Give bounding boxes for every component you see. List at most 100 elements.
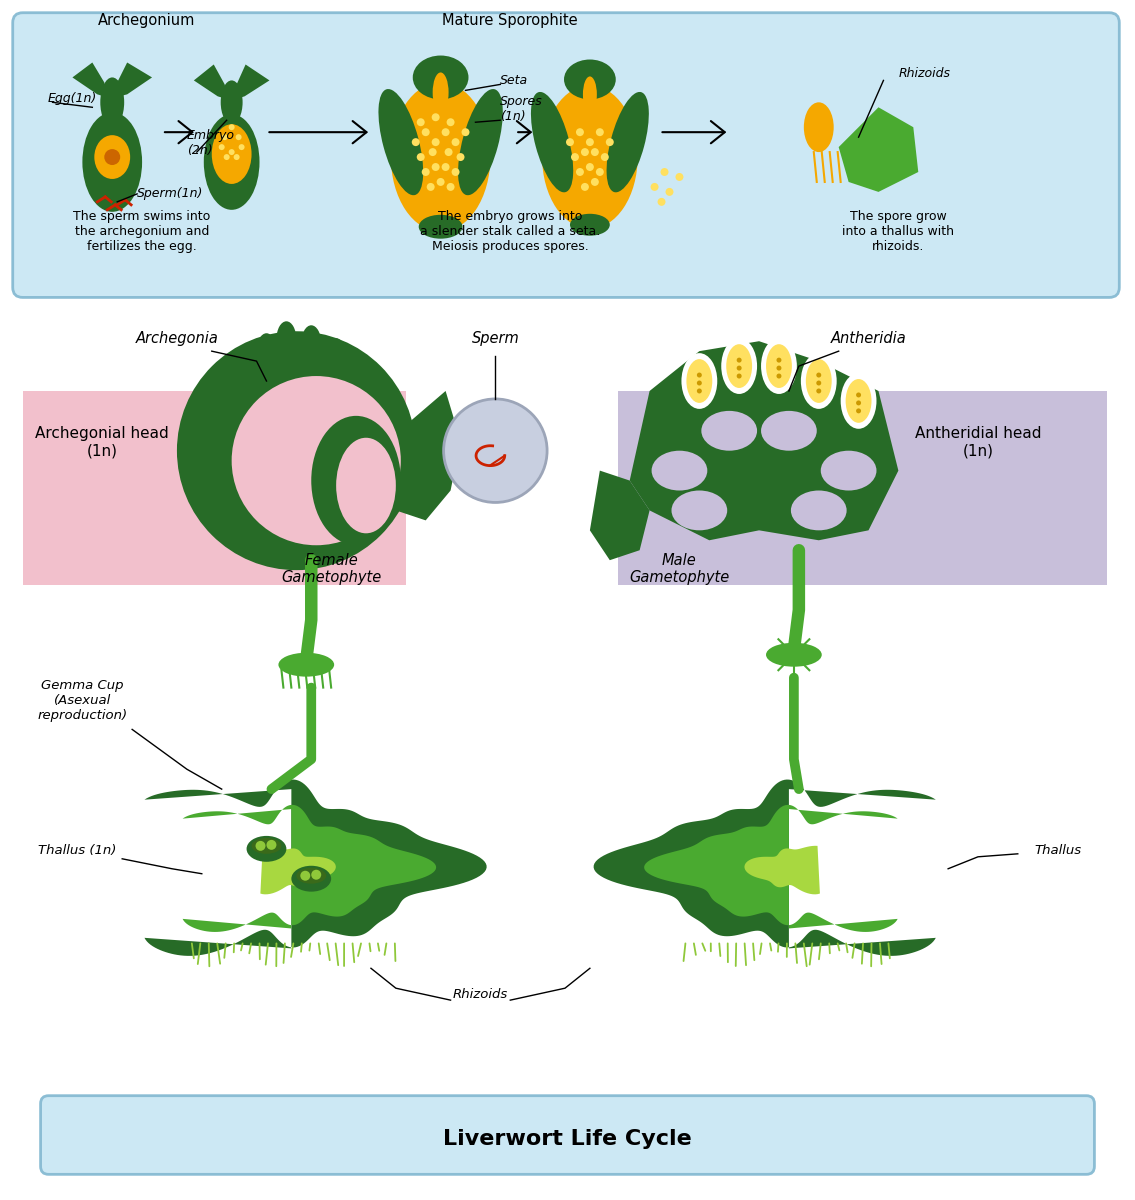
Ellipse shape — [212, 125, 252, 184]
Ellipse shape — [606, 92, 649, 192]
Ellipse shape — [564, 60, 616, 100]
Circle shape — [737, 358, 741, 362]
Text: Antheridia: Antheridia — [831, 331, 907, 346]
Circle shape — [600, 154, 608, 161]
Polygon shape — [839, 107, 918, 192]
Ellipse shape — [806, 359, 832, 403]
Ellipse shape — [841, 373, 876, 428]
Circle shape — [417, 154, 424, 161]
Circle shape — [575, 128, 583, 136]
Text: Antheridial head
(1n): Antheridial head (1n) — [915, 426, 1041, 458]
Circle shape — [776, 366, 782, 371]
Text: Rhizoids: Rhizoids — [453, 988, 508, 1001]
Text: Seta: Seta — [501, 74, 529, 88]
Text: Female
Gametophyte: Female Gametophyte — [281, 553, 381, 586]
Circle shape — [816, 372, 822, 378]
Ellipse shape — [459, 89, 503, 196]
Ellipse shape — [100, 78, 124, 127]
Circle shape — [221, 134, 228, 140]
Polygon shape — [260, 846, 336, 894]
Circle shape — [228, 125, 235, 130]
Circle shape — [234, 154, 239, 160]
Circle shape — [571, 154, 579, 161]
FancyBboxPatch shape — [12, 13, 1119, 298]
Polygon shape — [194, 65, 228, 100]
Circle shape — [586, 163, 594, 170]
Ellipse shape — [570, 214, 609, 235]
Ellipse shape — [296, 868, 326, 883]
Circle shape — [267, 840, 277, 850]
Circle shape — [422, 168, 430, 176]
Circle shape — [452, 168, 460, 176]
Text: Mature Sporophite: Mature Sporophite — [443, 13, 578, 28]
Circle shape — [566, 138, 574, 146]
Ellipse shape — [672, 491, 728, 530]
Polygon shape — [645, 805, 898, 932]
Circle shape — [236, 134, 242, 140]
Text: Gemma Cup
(Asexual
reproduction): Gemma Cup (Asexual reproduction) — [37, 679, 127, 722]
Circle shape — [445, 148, 453, 156]
Circle shape — [591, 148, 599, 156]
Circle shape — [301, 871, 310, 881]
Ellipse shape — [531, 92, 573, 192]
Circle shape — [452, 138, 460, 146]
Ellipse shape — [543, 85, 638, 229]
Polygon shape — [630, 341, 899, 540]
Ellipse shape — [413, 55, 469, 100]
Circle shape — [856, 401, 861, 406]
Ellipse shape — [378, 89, 423, 196]
Circle shape — [238, 144, 244, 150]
Text: Sperm(1n): Sperm(1n) — [137, 187, 203, 200]
Ellipse shape — [278, 653, 334, 677]
Circle shape — [776, 358, 782, 362]
Polygon shape — [594, 780, 935, 956]
Circle shape — [431, 163, 439, 170]
Polygon shape — [144, 780, 487, 956]
Ellipse shape — [804, 102, 834, 152]
Ellipse shape — [277, 322, 296, 358]
Text: Thallus (1n): Thallus (1n) — [39, 844, 117, 857]
Ellipse shape — [292, 865, 331, 892]
Circle shape — [311, 870, 321, 880]
Polygon shape — [235, 65, 269, 100]
Circle shape — [228, 149, 235, 155]
Text: Rhizoids: Rhizoids — [899, 67, 950, 80]
Circle shape — [581, 148, 589, 156]
Ellipse shape — [801, 353, 836, 409]
Text: Male
Gametophyte: Male Gametophyte — [629, 553, 730, 586]
Text: The spore grow
into a thallus with
rhizoids.: The spore grow into a thallus with rhizo… — [842, 210, 955, 253]
Circle shape — [431, 113, 439, 121]
Ellipse shape — [726, 344, 753, 388]
Polygon shape — [116, 62, 152, 97]
Ellipse shape — [701, 410, 757, 451]
Text: Archegonia: Archegonia — [135, 331, 218, 346]
Circle shape — [575, 168, 583, 176]
Circle shape — [657, 198, 665, 206]
Circle shape — [697, 389, 701, 394]
Circle shape — [591, 178, 599, 186]
Text: Thallus: Thallus — [1034, 844, 1082, 857]
Circle shape — [596, 128, 604, 136]
Polygon shape — [381, 391, 461, 521]
Ellipse shape — [220, 80, 243, 125]
Circle shape — [429, 148, 437, 156]
Ellipse shape — [766, 643, 822, 667]
Ellipse shape — [301, 325, 321, 361]
Circle shape — [437, 178, 445, 186]
Circle shape — [856, 392, 861, 397]
Circle shape — [665, 188, 673, 196]
Circle shape — [224, 154, 229, 160]
Circle shape — [776, 373, 782, 378]
Ellipse shape — [390, 83, 490, 232]
Ellipse shape — [791, 491, 847, 530]
Ellipse shape — [326, 338, 346, 374]
Polygon shape — [183, 805, 436, 932]
Text: Archegonial head
(1n): Archegonial head (1n) — [35, 426, 169, 458]
Circle shape — [661, 168, 669, 176]
Ellipse shape — [846, 379, 872, 422]
Bar — [617, 391, 1108, 586]
Circle shape — [697, 372, 701, 378]
Circle shape — [412, 138, 420, 146]
Circle shape — [427, 182, 435, 191]
Ellipse shape — [252, 838, 281, 854]
